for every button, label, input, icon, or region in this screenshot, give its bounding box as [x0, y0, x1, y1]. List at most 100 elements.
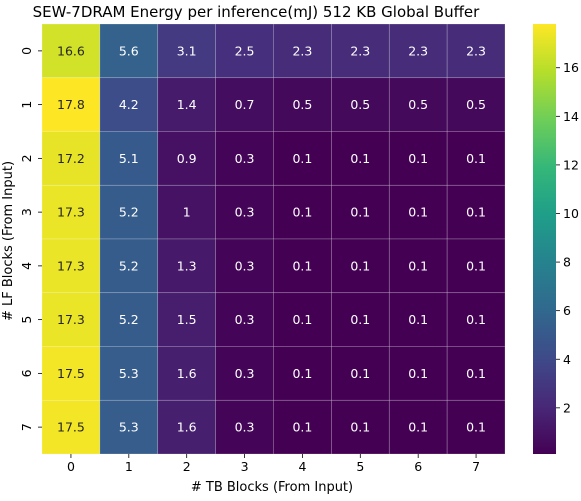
cell-value-label: 1.3 [177, 258, 197, 273]
heatmap-cell [388, 238, 448, 294]
heatmap-cell [215, 131, 274, 186]
cell-value-label: 0.5 [350, 97, 370, 112]
cell-value-label: 5.2 [119, 205, 139, 220]
heatmap-cell [41, 131, 101, 186]
y-tick-label: 3 [19, 208, 34, 216]
cell-value-label: 5.3 [119, 366, 139, 381]
heatmap-cell [41, 184, 101, 240]
heatmap-cell [331, 346, 390, 401]
colorbar-tick-label: 4 [563, 352, 571, 367]
cell-value-label: 0.1 [466, 205, 486, 220]
cell-value-label: 0.1 [350, 205, 370, 220]
x-tick-label: 2 [183, 459, 191, 474]
heatmap-cell [273, 399, 332, 455]
cell-value-label: 0.5 [466, 97, 486, 112]
heatmap-cell [331, 292, 390, 347]
y-axis-label: # LF Blocks (From Input) [1, 161, 16, 321]
cell-value-label: 0.1 [466, 258, 486, 273]
y-tick-label: 1 [19, 101, 34, 109]
colorbar-tick-label: 2 [563, 400, 571, 415]
heatmap-cell [446, 23, 506, 79]
cell-value-label: 2.3 [292, 43, 312, 58]
cell-value-label: 0.1 [292, 258, 312, 273]
cell-value-label: 0.1 [350, 151, 370, 166]
heatmap-cell [215, 184, 274, 240]
heatmap-cell [388, 292, 448, 347]
x-axis-label: # TB Blocks (From Input) [191, 480, 353, 495]
cell-value-label: 5.2 [119, 312, 139, 327]
heatmap-cell [331, 131, 390, 186]
cell-value-label: 0.1 [350, 258, 370, 273]
cell-value-label: 0.1 [408, 258, 428, 273]
heatmap-cell [157, 346, 216, 401]
heatmap-cell-labels: 16.6 5.6 3.1 2.5 2.3 2.3 2.3 2.3 17.8 4.2 1.4 0.7 0.… [57, 43, 486, 434]
heatmap-cell [446, 238, 506, 294]
heatmap-cell [273, 184, 332, 240]
colorbar-tick-label: 14 [563, 109, 579, 124]
cell-value-label: 0.1 [408, 151, 428, 166]
cell-value-label: 2.5 [235, 43, 255, 58]
cell-value-label: 17.3 [57, 258, 85, 273]
x-tick-label: 1 [125, 459, 133, 474]
cell-value-label: 4.2 [119, 97, 139, 112]
heatmap-cell [215, 238, 274, 294]
heatmap-cell [157, 238, 216, 294]
cell-value-label: 0.1 [466, 151, 486, 166]
heatmap-cell [99, 131, 159, 186]
heatmap-cell [157, 184, 216, 240]
heatmap-cell [331, 238, 390, 294]
colorbar-gradient [533, 24, 556, 454]
x-tick-label: 4 [298, 459, 306, 474]
cell-value-label: 0.3 [235, 312, 255, 327]
cell-value-label: 17.5 [57, 366, 85, 381]
cell-value-label: 0.1 [466, 366, 486, 381]
heatmap-cell [446, 131, 506, 186]
heatmap-cell [388, 346, 448, 401]
cell-value-label: 0.3 [235, 205, 255, 220]
y-tick-label: 0 [19, 47, 34, 55]
y-axis: 0 1 2 3 4 5 6 7 [19, 47, 42, 431]
y-tick-label: 5 [19, 316, 34, 324]
heatmap-cells [41, 23, 506, 455]
cell-value-label: 0.1 [466, 420, 486, 435]
colorbar: 2 4 6 8 10 12 14 16 [533, 24, 579, 454]
cell-value-label: 0.1 [466, 312, 486, 327]
cell-value-label: 0.5 [292, 97, 312, 112]
cell-value-label: 0.5 [408, 97, 428, 112]
cell-value-label: 5.1 [119, 151, 139, 166]
x-tick-label: 7 [472, 459, 480, 474]
cell-value-label: 0.1 [292, 151, 312, 166]
heatmap-cell [99, 23, 159, 79]
chart-title: SEW-7DRAM Energy per inference(mJ) 512 K… [33, 3, 480, 21]
heatmap-cell [388, 131, 448, 186]
cell-value-label: 2.3 [408, 43, 428, 58]
cell-value-label: 0.9 [177, 151, 197, 166]
cell-value-label: 5.6 [119, 43, 139, 58]
heatmap-cell [273, 131, 332, 186]
cell-value-label: 0.1 [350, 420, 370, 435]
cell-value-label: 0.1 [350, 312, 370, 327]
cell-value-label: 5.2 [119, 258, 139, 273]
cell-value-label: 0.7 [235, 97, 255, 112]
y-tick-label: 7 [19, 423, 34, 431]
cell-value-label: 17.3 [57, 205, 85, 220]
cell-value-label: 0.1 [408, 366, 428, 381]
cell-value-label: 17.8 [57, 97, 85, 112]
cell-value-label: 1.6 [177, 420, 197, 435]
colorbar-tick-label: 8 [563, 255, 571, 270]
cell-value-label: 0.1 [292, 366, 312, 381]
cell-value-label: 17.2 [57, 151, 85, 166]
colorbar-tick-label: 10 [563, 206, 579, 221]
cell-value-label: 0.3 [235, 151, 255, 166]
y-tick-label: 4 [19, 262, 34, 270]
cell-value-label: 0.3 [235, 366, 255, 381]
heatmap-cell [99, 346, 159, 401]
cell-value-label: 0.1 [408, 205, 428, 220]
heatmap-cell [331, 23, 390, 79]
heatmap-cell [446, 77, 506, 132]
cell-value-label: 0.1 [292, 420, 312, 435]
heatmap-cell [157, 131, 216, 186]
cell-value-label: 0.1 [292, 205, 312, 220]
colorbar-tick-label: 6 [563, 303, 571, 318]
